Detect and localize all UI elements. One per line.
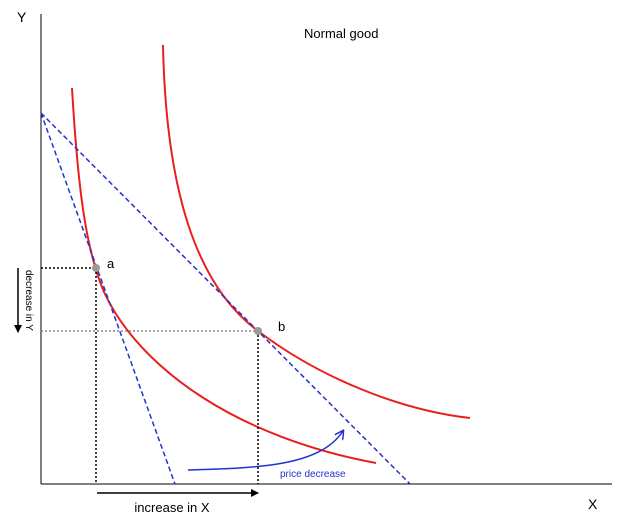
decrease-y-label: decrease in Y: [23, 270, 34, 331]
y-axis-label: Y: [17, 9, 27, 25]
point-b: [254, 327, 262, 335]
indifference-curve-low: [71, 87, 377, 464]
increase-x-label: increase in X: [134, 500, 209, 515]
point-a-label: a: [107, 256, 115, 271]
x-axis-label: X: [588, 496, 598, 512]
point-b-label: b: [278, 319, 285, 334]
budget-line-initial: [40, 112, 176, 485]
price-arrow: [187, 431, 343, 471]
title: Normal good: [304, 26, 378, 41]
indifference-curve-high: [162, 44, 471, 419]
budget-line-new: [40, 112, 411, 485]
price-decrease-label: price decrease: [280, 469, 346, 480]
point-a: [92, 264, 100, 272]
